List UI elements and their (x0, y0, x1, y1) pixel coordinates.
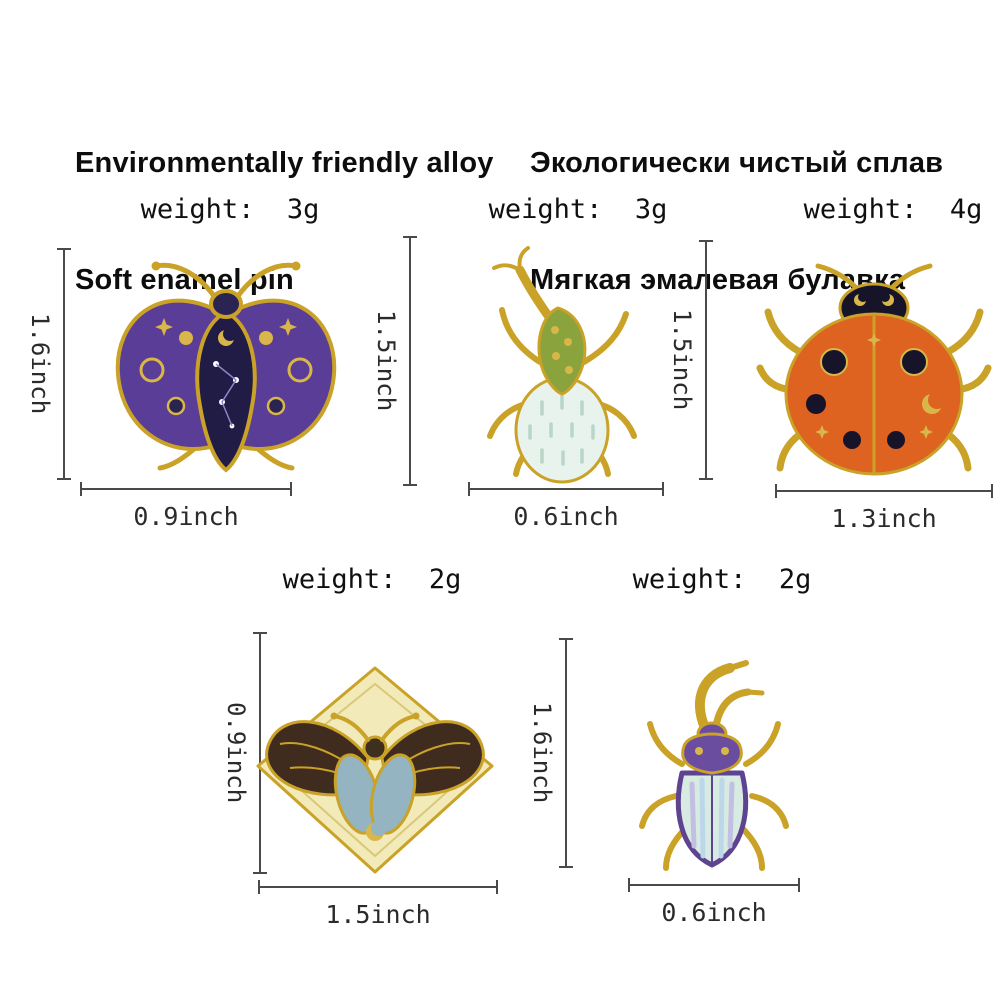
width-label: 0.6inch (661, 898, 767, 927)
width-dimension: 0.9inch (80, 482, 292, 531)
width-label: 1.5inch (325, 900, 431, 929)
width-dimension-line (628, 878, 800, 892)
header-russian-line2: Мягкая эмалевая булавка (530, 264, 906, 296)
weight-label: weight: 2g (282, 564, 462, 595)
height-dimension: 1.5inch (372, 236, 417, 486)
weight-label: weight: 3g (488, 194, 668, 225)
width-dimension-line (258, 880, 498, 894)
width-dimension: 1.3inch (775, 484, 993, 533)
height-dimension: 0.9inch (222, 632, 267, 874)
header-russian: Экологически чистый сплав Мягкая эмалева… (530, 66, 943, 378)
orange-ladybug-pin-image (756, 263, 992, 476)
width-label: 1.3inch (831, 504, 937, 533)
green-weevil-pin-image (487, 246, 637, 484)
purple-moon-moth-pin-image (115, 261, 337, 473)
weight-label: weight: 3g (140, 194, 320, 225)
width-dimension: 0.6inch (468, 482, 664, 531)
height-label: 1.6inch (528, 702, 556, 804)
height-dimension-line (559, 638, 573, 868)
width-dimension-line (775, 484, 993, 498)
header-russian-line1: Экологически чистый сплав (530, 147, 944, 179)
weight-label: weight: 2g (632, 564, 812, 595)
header-english: Environmentally friendly alloy Soft enam… (75, 66, 494, 378)
width-dimension-line (468, 482, 664, 496)
height-label: 1.5inch (372, 310, 400, 412)
diamond-moth-pin-image (256, 666, 494, 874)
height-dimension-line (57, 248, 71, 480)
height-dimension: 1.6inch (26, 248, 71, 480)
height-label: 1.5inch (668, 309, 696, 411)
width-dimension: 1.5inch (258, 880, 498, 929)
height-label: 0.9inch (222, 702, 250, 804)
height-label: 1.6inch (26, 313, 54, 415)
height-dimension: 1.5inch (668, 240, 713, 480)
height-dimension-line (253, 632, 267, 874)
height-dimension: 1.6inch (528, 638, 573, 868)
header-english-line1: Environmentally friendly alloy (75, 147, 494, 179)
weight-label: weight: 4g (803, 194, 983, 225)
width-label: 0.6inch (513, 502, 619, 531)
height-dimension-line (699, 240, 713, 480)
width-label: 0.9inch (133, 502, 239, 531)
width-dimension: 0.6inch (628, 878, 800, 927)
purple-hercules-beetle-pin-image (639, 660, 789, 871)
height-dimension-line (403, 236, 417, 486)
header-english-line2: Soft enamel pin (75, 264, 294, 296)
width-dimension-line (80, 482, 292, 496)
